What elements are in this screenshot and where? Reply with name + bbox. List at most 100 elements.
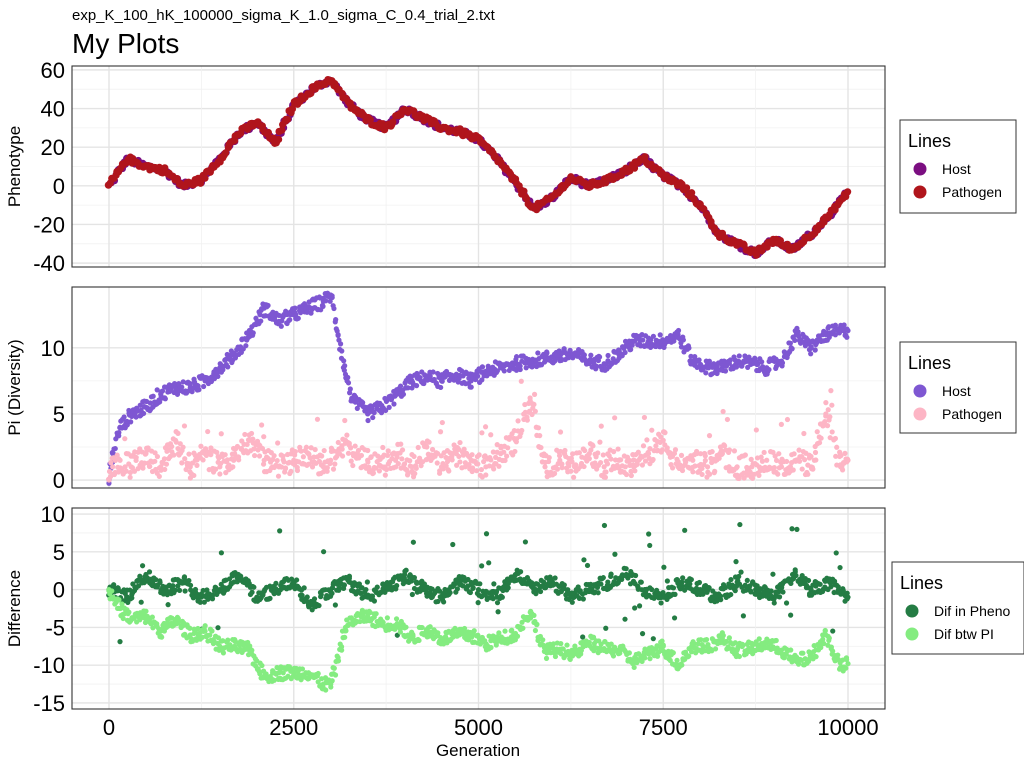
data-point-fill (527, 395, 533, 401)
data-point-fill (399, 456, 405, 462)
data-point-fill (658, 434, 664, 440)
data-point-fill (250, 330, 256, 336)
data-point-fill (679, 467, 686, 474)
data-point-fill (438, 384, 444, 391)
data-point-fill (810, 338, 816, 344)
data-point-fill (280, 453, 286, 459)
data-point-fill (195, 383, 201, 389)
data-point-fill (776, 465, 782, 471)
data-point-fill (329, 678, 335, 684)
data-point-fill (688, 576, 694, 583)
data-point-fill (813, 654, 819, 660)
data-point-fill (657, 439, 663, 445)
data-point-fill (278, 126, 286, 134)
data-point-fill (201, 383, 207, 390)
data-point-fill (640, 443, 647, 449)
data-point-fill (182, 588, 188, 594)
data-point-fill (200, 457, 206, 463)
data-point-fill (128, 419, 134, 425)
y-axis-label: Pi (Diversity) (5, 339, 24, 435)
data-point-fill (312, 446, 318, 453)
data-point-fill (333, 316, 339, 323)
data-point-fill (707, 471, 713, 477)
data-point-fill (512, 448, 518, 455)
data-point-fill (443, 454, 449, 461)
legend-key (913, 185, 927, 199)
data-point-fill (661, 564, 667, 570)
data-point-fill (187, 381, 193, 387)
data-point-fill (718, 448, 724, 454)
data-point-fill (225, 637, 231, 643)
data-point-fill (531, 612, 537, 618)
data-point-fill (145, 445, 151, 451)
data-point-fill (834, 444, 840, 450)
data-point-fill (764, 371, 770, 377)
data-point-fill (304, 594, 310, 600)
data-point-fill (650, 333, 657, 339)
data-point-fill (251, 446, 257, 452)
data-point-fill (569, 459, 575, 465)
data-point-fill (337, 341, 344, 347)
data-point-fill (394, 583, 400, 589)
data-point-fill (333, 326, 339, 332)
data-point-fill (724, 416, 731, 423)
data-point-fill (658, 449, 664, 455)
data-point-fill (427, 373, 433, 379)
data-point-fill (712, 468, 718, 474)
data-point-fill (615, 446, 621, 452)
data-point-fill (756, 636, 762, 642)
data-point-fill (355, 447, 362, 454)
y-tick-label: -15 (33, 691, 65, 716)
data-point-fill (622, 349, 628, 356)
data-point-fill (365, 447, 371, 454)
data-point-fill (383, 407, 389, 414)
data-point-fill (486, 560, 492, 566)
data-point-fill (488, 644, 494, 651)
data-point-fill (244, 441, 250, 448)
data-point-fill (303, 670, 309, 676)
data-point-fill (224, 457, 231, 463)
data-point-fill (417, 374, 423, 381)
data-point-fill (759, 359, 765, 365)
data-point-fill (726, 447, 733, 453)
data-point-fill (775, 471, 781, 477)
data-point-fill (393, 616, 400, 622)
data-point-fill (347, 386, 353, 392)
data-point-fill (281, 459, 287, 465)
data-point-fill (450, 541, 456, 548)
data-point-fill (600, 452, 606, 458)
data-point-fill (377, 463, 383, 469)
data-point-fill (205, 428, 211, 435)
data-point-fill (230, 464, 236, 470)
data-point-fill (374, 584, 380, 590)
legend-label: Host (942, 161, 971, 177)
data-point-fill (479, 430, 485, 436)
data-point-fill (580, 596, 586, 602)
y-tick-label: 40 (41, 97, 65, 122)
data-point-fill (788, 612, 794, 618)
data-point-fill (731, 448, 738, 454)
data-point-fill (149, 614, 155, 620)
data-point-fill (152, 450, 158, 456)
data-point-fill (692, 463, 698, 469)
data-point-fill (475, 373, 481, 379)
data-point-fill (345, 380, 352, 386)
data-point-fill (593, 363, 599, 369)
data-point-fill (638, 579, 644, 585)
data-point-fill (121, 414, 127, 420)
data-point-fill (669, 465, 676, 471)
data-point-fill (805, 577, 812, 584)
data-point-fill (208, 452, 214, 458)
data-point-fill (812, 449, 819, 456)
data-point-fill (581, 352, 587, 358)
data-point-fill (457, 439, 463, 446)
data-point-fill (365, 459, 371, 465)
data-point-fill (307, 89, 315, 98)
data-point-fill (772, 637, 779, 644)
data-point-fill (642, 458, 649, 464)
data-point-fill (603, 469, 609, 475)
data-point-fill (641, 414, 648, 421)
data-point-fill (156, 473, 162, 480)
